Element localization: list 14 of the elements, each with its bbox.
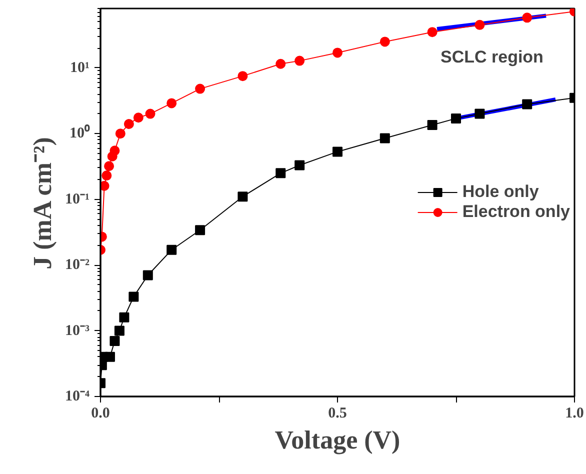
y-tick-label: 10⁻²: [65, 257, 90, 274]
y-axis-title: J (mA cm⁻²): [28, 137, 58, 270]
legend-label: Electron only: [462, 202, 570, 222]
y-tick-label: 10⁰: [70, 124, 90, 142]
y-tick-label: 10⁻⁴: [65, 388, 90, 404]
y-tick-label: 10¹: [70, 60, 90, 76]
x-tick-label: 1.0: [565, 406, 584, 422]
annotation: SCLC region: [440, 48, 544, 66]
y-tick-label: 10⁻³: [65, 322, 90, 339]
x-axis-title: Voltage (V): [274, 426, 400, 454]
legend-label: Hole only: [462, 182, 539, 202]
y-tick-label: 10⁻¹: [65, 191, 90, 208]
x-tick-label: 0.0: [91, 406, 110, 422]
x-tick-label: 0.5: [328, 406, 347, 422]
